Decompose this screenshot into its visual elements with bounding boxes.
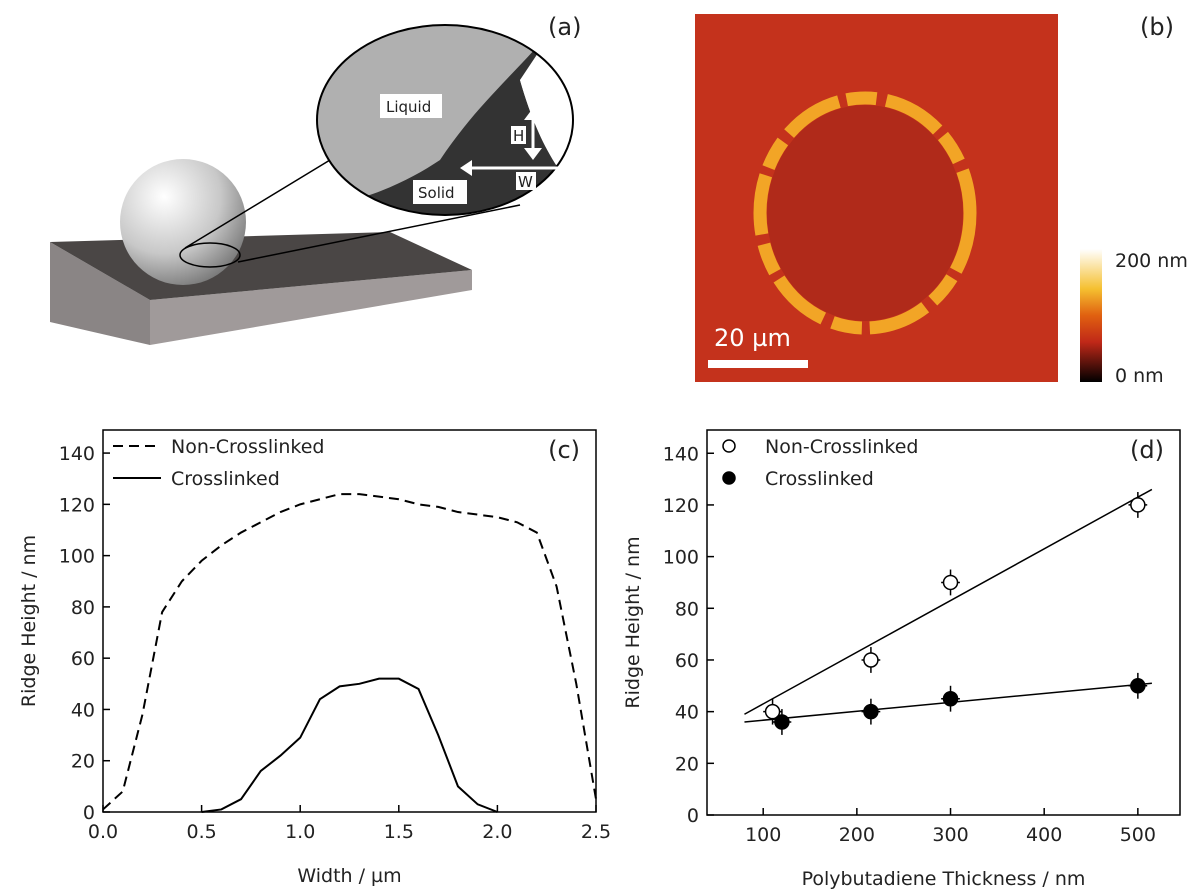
y-tick-label: 140 — [59, 443, 95, 465]
arrow-head — [594, 160, 606, 176]
y-tick-label: 20 — [675, 753, 699, 775]
x-tick-label: 500 — [1120, 824, 1156, 846]
x-axis-title: Width / µm — [297, 865, 401, 887]
figure: Liquid Solid H W (a) 20 µm 200 nm 0 nm (… — [0, 0, 1201, 890]
x-tick-label: 400 — [1026, 824, 1062, 846]
x-axis-title: Polybutadiene Thickness / nm — [802, 868, 1086, 890]
panel-label: (a) — [548, 13, 581, 41]
x-tick-label: 300 — [932, 824, 968, 846]
legend-label: Non-Crosslinked — [171, 436, 325, 458]
liquid-label: Liquid — [386, 98, 431, 116]
y-tick-label: 100 — [663, 547, 699, 569]
data-point — [775, 715, 789, 729]
y-tick-label: 140 — [663, 443, 699, 465]
y-tick-label: 80 — [71, 597, 95, 619]
y-tick-label: 0 — [687, 805, 699, 827]
y-tick-label: 40 — [71, 699, 95, 721]
x-tick-label: 1.0 — [285, 821, 315, 843]
diagram: Liquid Solid H W (a) — [50, 13, 606, 345]
x-tick-label: 200 — [839, 824, 875, 846]
data-point — [864, 653, 878, 667]
panel-label: (d) — [1130, 436, 1164, 464]
legend-label: Non-Crosslinked — [765, 436, 919, 458]
y-tick-label: 60 — [675, 650, 699, 672]
fit-line — [744, 489, 1151, 714]
data-point — [864, 705, 878, 719]
legend-label: Crosslinked — [765, 468, 874, 490]
y-axis-title: Ridge Height / nm — [622, 536, 644, 708]
legend-label: Crosslinked — [171, 468, 280, 490]
y-tick-label: 20 — [71, 751, 95, 773]
y-tick-label: 80 — [675, 598, 699, 620]
data-line — [202, 679, 498, 812]
data-point — [944, 575, 958, 589]
solid-label: Solid — [418, 184, 455, 202]
panel-label: (c) — [548, 436, 580, 464]
y-axis-title: Ridge Height / nm — [18, 535, 40, 707]
colorbar-max: 200 nm — [1115, 250, 1188, 272]
x-tick-label: 2.5 — [581, 821, 611, 843]
y-tick-label: 60 — [71, 648, 95, 670]
scale-bar — [708, 360, 808, 368]
y-tick-label: 40 — [675, 702, 699, 724]
x-tick-label: 0.5 — [186, 821, 216, 843]
x-tick-label: 100 — [745, 824, 781, 846]
y-tick-label: 120 — [663, 495, 699, 517]
data-point — [944, 692, 958, 706]
afm-droplet-area — [767, 105, 963, 321]
h-label: H — [513, 127, 524, 145]
panel-label: (b) — [1140, 13, 1174, 41]
x-tick-label: 1.5 — [384, 821, 414, 843]
data-point — [1131, 498, 1145, 512]
afm-image: 20 µm 200 nm 0 nm (b) — [695, 13, 1188, 387]
legend-marker — [723, 440, 735, 452]
colorbar — [1080, 249, 1102, 382]
scale-bar-label: 20 µm — [714, 324, 791, 352]
data-point — [1131, 679, 1145, 693]
x-tick-label: 2.0 — [482, 821, 512, 843]
legend-marker — [723, 472, 735, 484]
y-tick-label: 100 — [59, 546, 95, 568]
y-tick-label: 120 — [59, 494, 95, 516]
x-tick-label: 0.0 — [88, 821, 118, 843]
w-label: W — [518, 173, 533, 191]
colorbar-min: 0 nm — [1115, 365, 1164, 387]
data-line — [103, 494, 596, 809]
